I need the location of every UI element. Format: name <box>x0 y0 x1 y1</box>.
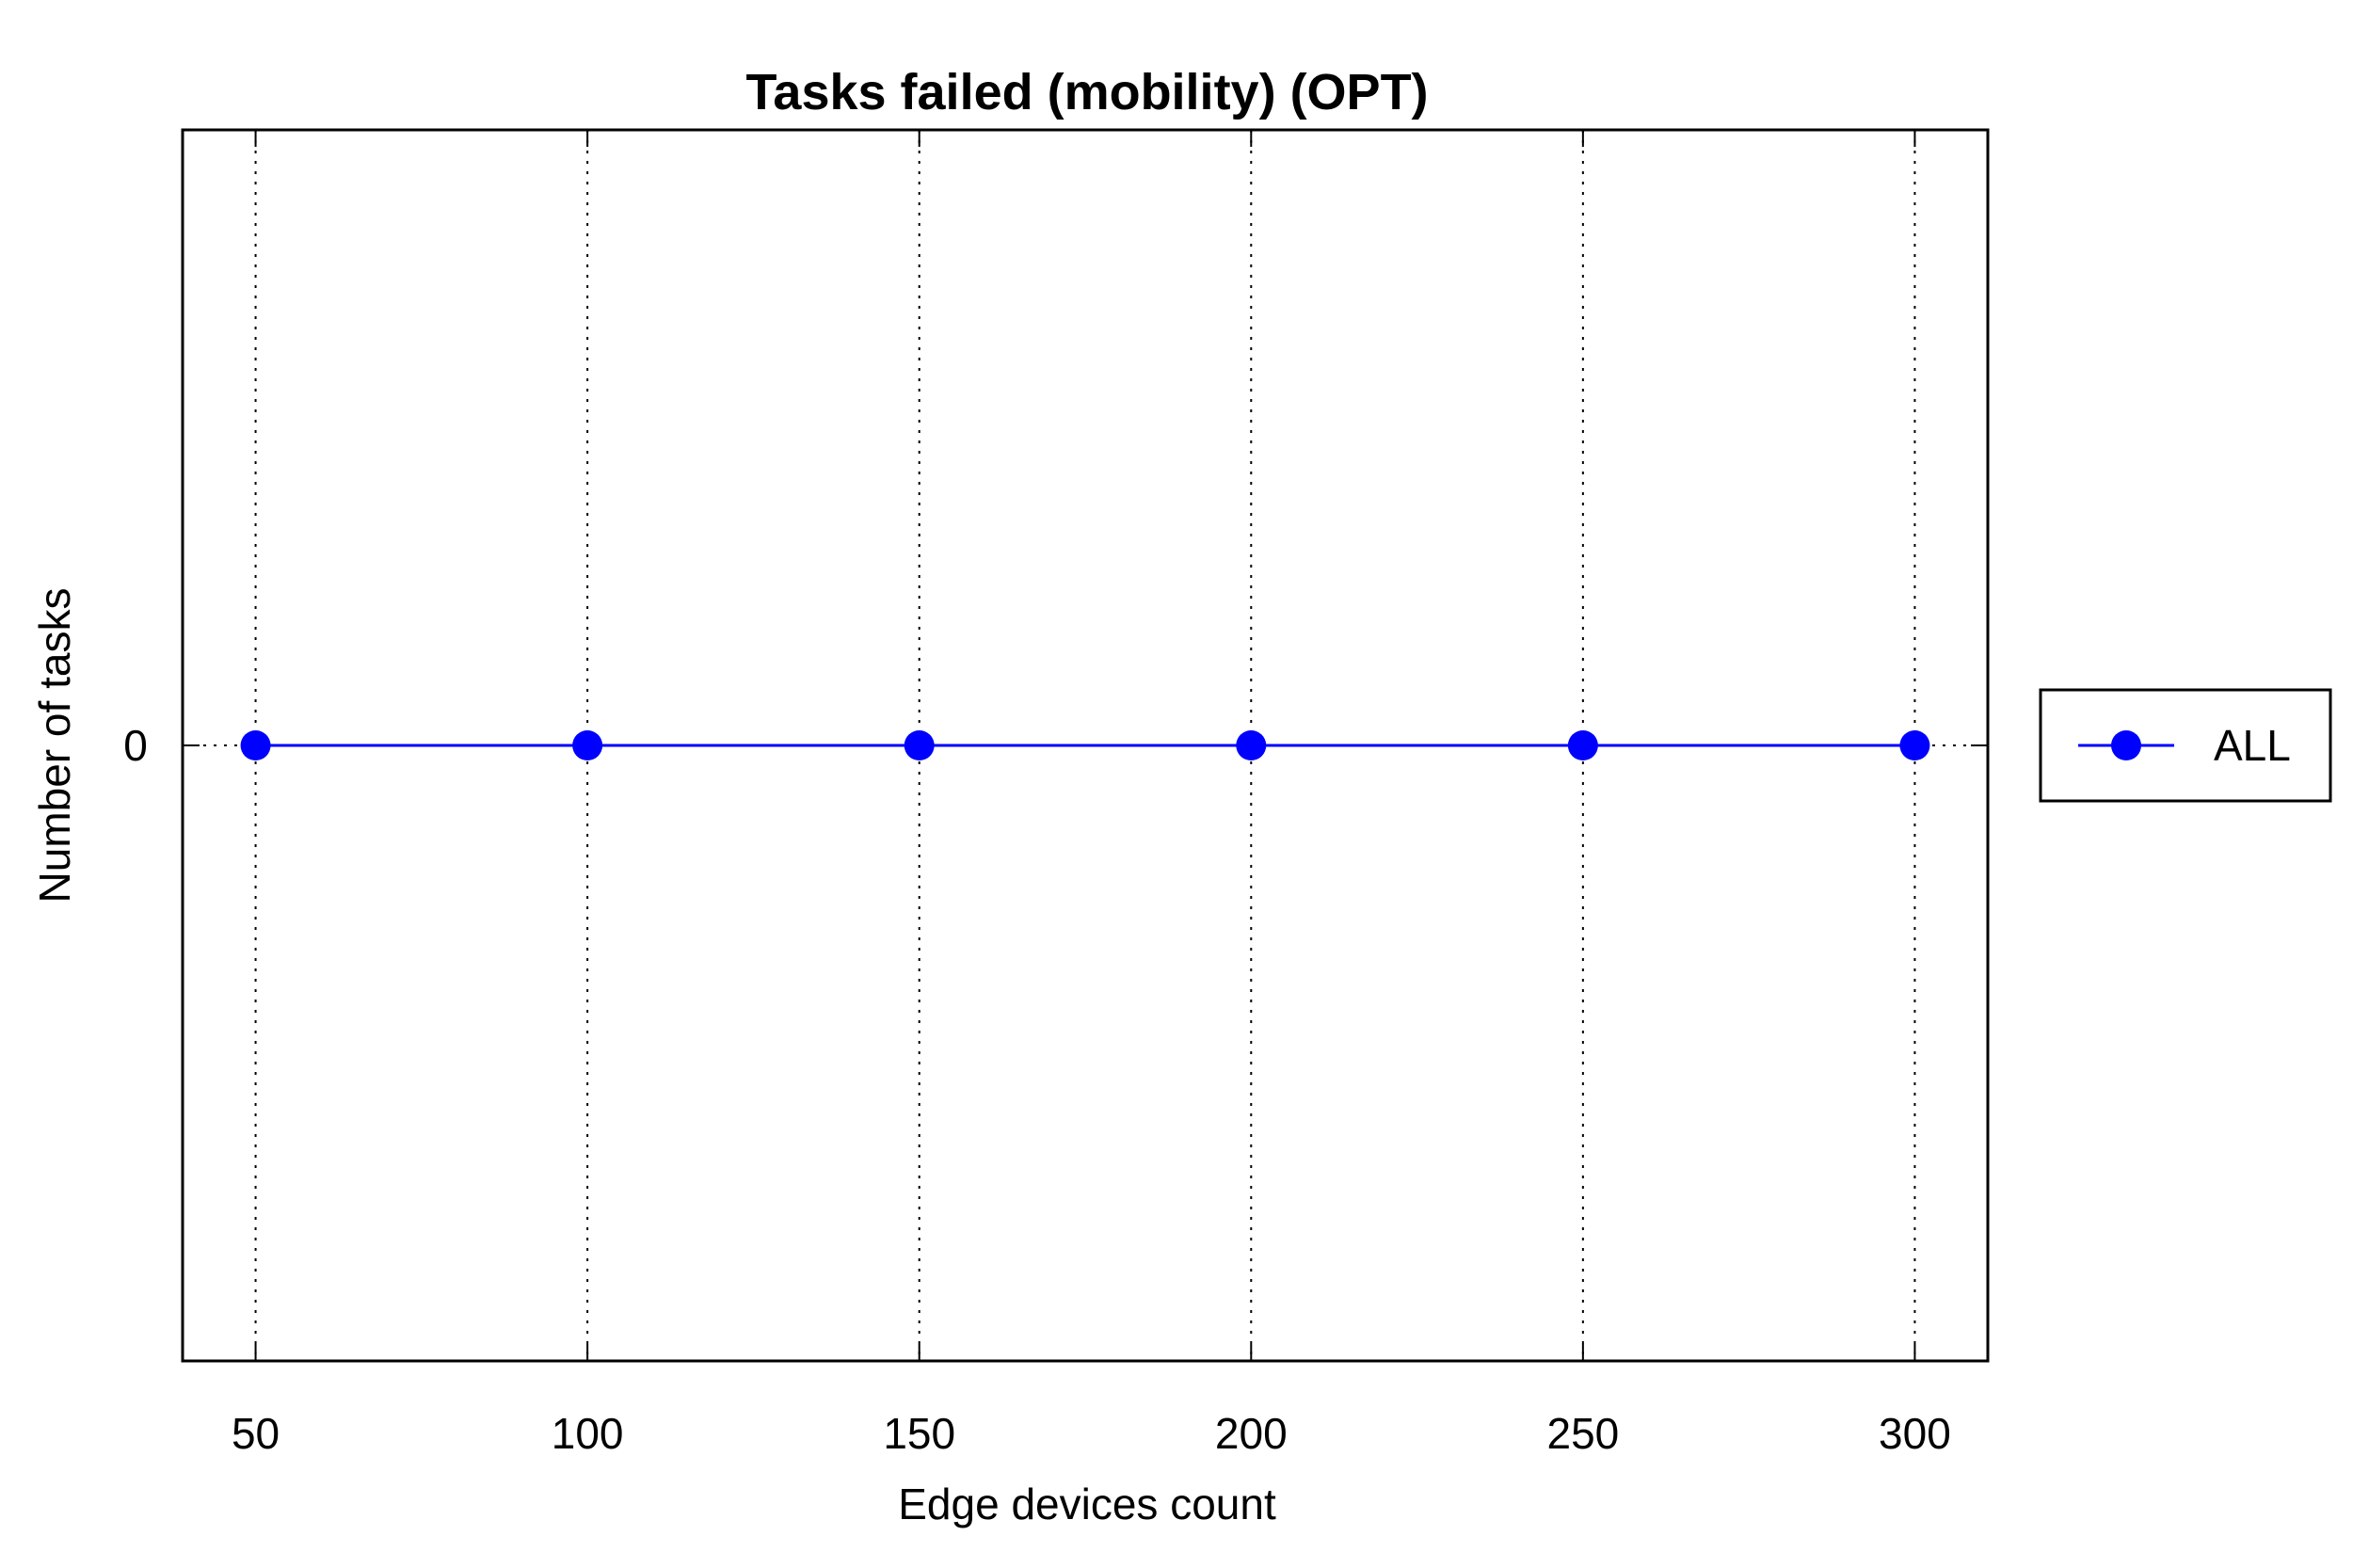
x-tick-label: 200 <box>1215 1409 1288 1458</box>
y-tick-label: 0 <box>123 721 148 770</box>
x-tick-label: 300 <box>1879 1409 1951 1458</box>
x-tick-labels: 50 100 150 200 250 300 <box>232 1409 1951 1458</box>
data-point <box>240 730 271 760</box>
data-point <box>572 730 603 760</box>
data-point <box>1236 730 1267 760</box>
data-point <box>1567 730 1598 760</box>
y-axis-label: Number of tasks <box>30 588 79 904</box>
x-tick-label: 150 <box>883 1409 955 1458</box>
series-layer <box>240 730 1930 760</box>
y-tick-labels: 0 <box>123 721 148 770</box>
x-axis-label: Edge devices count <box>898 1480 1276 1528</box>
x-tick-label: 250 <box>1546 1409 1619 1458</box>
tick-marks <box>183 130 1988 1361</box>
legend-label-all: ALL <box>2214 721 2291 770</box>
legend: ALL <box>2039 688 2332 803</box>
x-tick-label: 50 <box>232 1409 280 1458</box>
legend-marker-all <box>2111 730 2141 760</box>
x-tick-label: 100 <box>552 1409 624 1458</box>
data-point <box>1899 730 1930 760</box>
data-point <box>904 730 935 760</box>
chart-title: Tasks failed (mobility) (OPT) <box>745 64 1428 120</box>
